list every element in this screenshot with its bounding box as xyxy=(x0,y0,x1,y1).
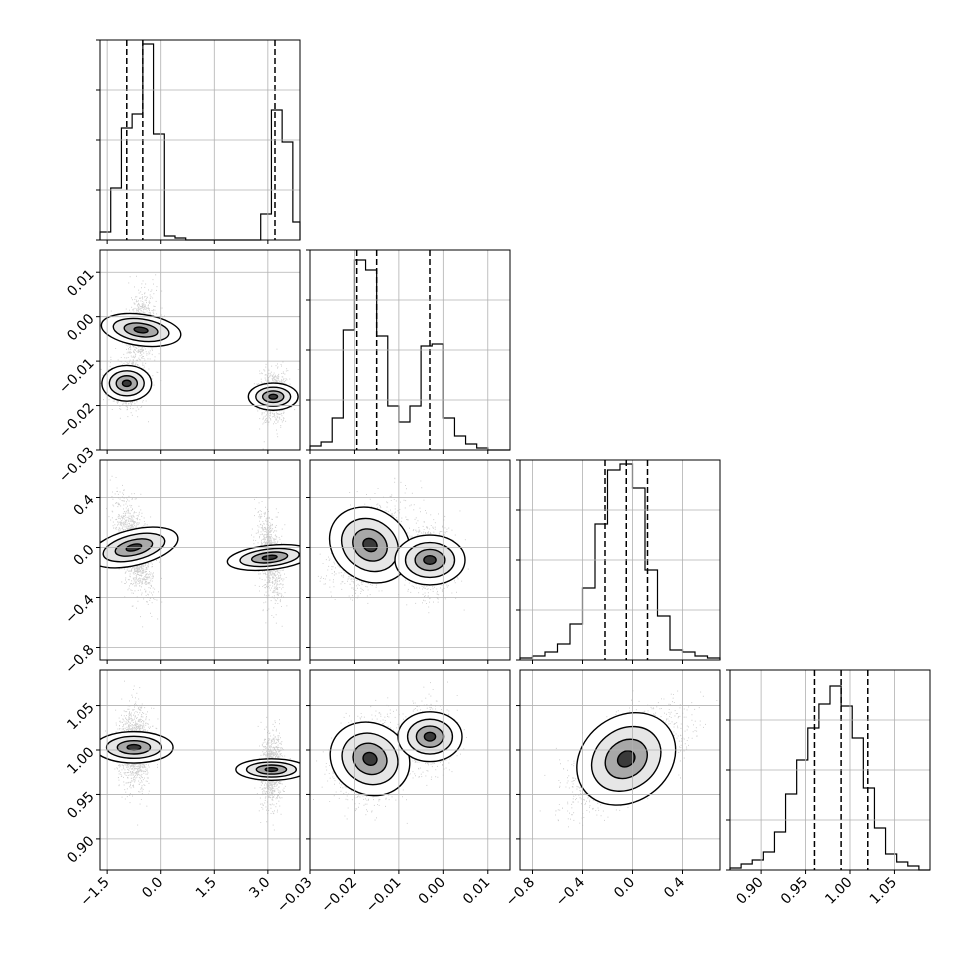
grid xyxy=(309,670,510,870)
x-tick-label: 0.01 xyxy=(460,874,493,907)
y-tick-label: −0.4 xyxy=(62,592,97,627)
x-tick-label: 0.90 xyxy=(733,874,766,907)
grid xyxy=(100,40,300,240)
y-tick-label: −0.01 xyxy=(56,355,98,397)
panel-content xyxy=(100,680,300,831)
panel-frame xyxy=(309,459,511,661)
ticks xyxy=(96,39,269,244)
scatter-points xyxy=(100,274,299,450)
y-tick-label: −0.8 xyxy=(62,642,97,677)
grid xyxy=(520,460,720,660)
x-tick-label: 0.0 xyxy=(139,874,166,901)
x-tick-label: 1.05 xyxy=(867,874,900,907)
grid xyxy=(520,670,720,870)
panel-frame xyxy=(309,249,511,451)
panel-content xyxy=(317,477,469,614)
density-panel-3-1 xyxy=(100,475,300,628)
x-tick-label: −1.5 xyxy=(77,874,112,909)
density-contour xyxy=(121,379,132,388)
density-contour xyxy=(616,750,636,768)
density-contour xyxy=(264,766,279,773)
x-tick-label: −0.01 xyxy=(363,874,405,916)
density-panel-3-2 xyxy=(317,477,469,614)
density-contour xyxy=(362,537,378,553)
density-contour xyxy=(423,554,437,566)
y-tick-label: 0.01 xyxy=(64,267,97,300)
y-tick-label: 1.00 xyxy=(64,744,97,777)
density-contour xyxy=(423,731,437,742)
panel-frame xyxy=(99,249,301,451)
density-contour xyxy=(261,554,278,561)
ticks xyxy=(516,459,683,664)
y-tick-label: 0.4 xyxy=(71,492,98,519)
x-tick-label: 0.95 xyxy=(778,874,811,907)
panel-frame xyxy=(309,669,511,871)
ticks xyxy=(726,669,895,874)
panel-frame xyxy=(99,39,301,241)
panel-frame xyxy=(99,669,301,871)
y-tick-label: 0.95 xyxy=(64,789,97,822)
ticks xyxy=(96,271,269,454)
ticks xyxy=(516,705,683,874)
ticks xyxy=(96,705,269,874)
density-contour xyxy=(362,751,378,767)
density-panel-4-3 xyxy=(539,690,718,828)
grid xyxy=(730,670,930,870)
y-tick-label: 1.05 xyxy=(64,700,97,733)
histogram-steps xyxy=(309,259,510,451)
y-tick-label: −0.02 xyxy=(56,400,98,442)
density-panel-4-1 xyxy=(100,680,300,831)
histogram-steps xyxy=(519,463,721,660)
x-tick-label: −0.03 xyxy=(274,874,316,916)
x-tick-label: −0.02 xyxy=(318,874,360,916)
ticks xyxy=(306,705,489,874)
x-tick-label: 1.00 xyxy=(822,874,855,907)
histogram-steps xyxy=(729,685,930,871)
histogram-steps xyxy=(99,43,301,241)
panel-content xyxy=(100,274,299,450)
x-tick-label: 0.4 xyxy=(661,874,688,901)
x-tick-label: 3.0 xyxy=(246,874,273,901)
y-tick-label: −0.03 xyxy=(56,444,98,486)
panel-frame xyxy=(519,669,721,871)
y-tick-label: 0.90 xyxy=(64,833,97,866)
x-tick-label: 1.5 xyxy=(193,874,220,901)
grid xyxy=(100,670,300,870)
x-tick-label: −0.4 xyxy=(553,874,588,909)
x-tick-label: 0.0 xyxy=(611,874,638,901)
panel-content xyxy=(100,475,300,628)
density-panel-2-1 xyxy=(100,274,299,450)
density-contour xyxy=(126,743,142,751)
density-contour xyxy=(268,393,279,400)
ticks xyxy=(306,249,489,454)
panel-frame xyxy=(99,459,301,661)
x-tick-label: 0.00 xyxy=(416,874,449,907)
grid xyxy=(100,460,300,660)
x-tick-label: −0.8 xyxy=(503,874,538,909)
panel-content xyxy=(539,690,718,828)
panel-frame xyxy=(519,459,721,661)
grid xyxy=(100,250,300,451)
y-tick-label: 0.00 xyxy=(64,311,97,344)
panel-frame xyxy=(729,669,931,871)
density-contour xyxy=(133,326,149,334)
ticks xyxy=(96,497,269,664)
ticks xyxy=(306,497,489,664)
y-tick-label: 0.0 xyxy=(71,542,98,569)
